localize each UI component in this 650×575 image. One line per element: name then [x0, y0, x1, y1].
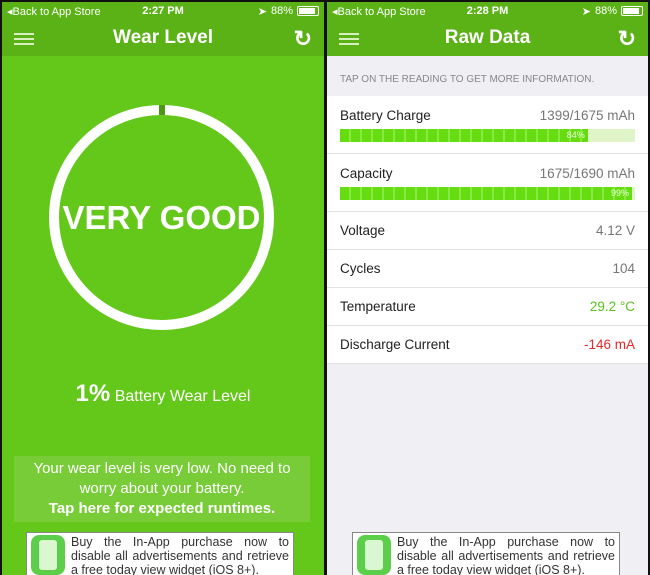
capacity-bar-fill: 99%: [340, 186, 633, 200]
readings-list: Battery Charge 1399/1675 mAh 84% Capacity…: [327, 96, 648, 364]
reading-row-discharge-current[interactable]: Discharge Current -146 mA: [327, 326, 648, 364]
status-bar: ◂Back to App Store 2:28 PM ➤ 88%: [327, 2, 648, 20]
hint-text: TAP ON THE READING TO GET MORE INFORMATI…: [340, 74, 595, 85]
list-icon[interactable]: [339, 30, 359, 46]
row-label: Temperature: [340, 299, 416, 314]
status-bar: ◂Back to App Store 2:27 PM ➤ 88%: [2, 2, 324, 20]
row-label: Voltage: [340, 223, 386, 238]
wear-label: Battery Wear Level: [114, 388, 251, 405]
ad-text: Buy the In-App purchase now to disable a…: [71, 535, 289, 575]
battery-icon: [297, 6, 319, 16]
app-icon: [31, 535, 65, 575]
message-text: Your wear level is very low. No need to …: [33, 460, 291, 497]
row-label: Discharge Current: [340, 337, 450, 352]
row-value: -146 mA: [583, 337, 635, 352]
charge-percent: 84%: [566, 129, 585, 140]
refresh-icon[interactable]: ↻: [293, 26, 312, 51]
gauge-label: VERY GOOD: [62, 198, 261, 236]
back-to-app-store[interactable]: ◂Back to App Store: [7, 5, 101, 18]
clock: 2:27 PM: [142, 5, 184, 17]
raw-data-screen: ◂Back to App Store 2:28 PM ➤ 88% Raw Data…: [327, 2, 648, 575]
charge-bar-fill: 84%: [340, 128, 588, 142]
row-label: Capacity: [340, 165, 393, 181]
wear-message[interactable]: Your wear level is very low. No need to …: [14, 456, 310, 522]
capacity-bar: 99%: [340, 186, 635, 200]
row-label: Battery Charge: [340, 107, 431, 123]
app-icon: [357, 535, 391, 575]
back-to-app-store[interactable]: ◂Back to App Store: [332, 5, 426, 18]
location-icon: ➤: [257, 5, 267, 18]
reading-row-cycles[interactable]: Cycles 104: [327, 250, 648, 288]
ad-banner[interactable]: Buy the In-App purchase now to disable a…: [352, 532, 620, 575]
capacity-percent: 99%: [611, 187, 630, 198]
clock: 2:28 PM: [466, 5, 509, 17]
reading-row-temperature[interactable]: Temperature 29.2 °C: [327, 288, 648, 326]
row-value: 4.12 V: [595, 223, 635, 238]
row-label: Cycles: [340, 261, 381, 276]
wear-level-readout: 1% Battery Wear Level: [2, 380, 324, 408]
reading-row-voltage[interactable]: Voltage 4.12 V: [327, 212, 648, 250]
row-value: 1675/1690 mAh: [539, 165, 635, 181]
runtimes-link[interactable]: Tap here for expected runtimes.: [48, 500, 276, 517]
ad-banner[interactable]: Buy the In-App purchase now to disable a…: [26, 532, 294, 575]
battery-percent: 88%: [270, 5, 293, 17]
wear-gauge: VERY GOOD: [49, 105, 274, 330]
row-value: 29.2 °C: [589, 299, 635, 314]
refresh-icon[interactable]: ↻: [617, 26, 636, 51]
list-icon[interactable]: [14, 30, 34, 46]
charge-bar: 84%: [340, 128, 635, 142]
page-title: Raw Data: [444, 27, 531, 48]
battery-percent: 88%: [594, 5, 617, 17]
row-value: 104: [612, 261, 635, 276]
location-icon: ➤: [581, 5, 591, 18]
battery-icon: [621, 6, 643, 16]
row-value: 1399/1675 mAh: [539, 107, 635, 123]
gauge-marker: [158, 105, 165, 115]
battery-charge-row[interactable]: Battery Charge 1399/1675 mAh 84%: [327, 96, 648, 154]
nav-bar: Raw Data ↻: [327, 20, 648, 56]
ad-text: Buy the In-App purchase now to disable a…: [397, 535, 615, 575]
nav-bar: Wear Level ↻: [2, 20, 324, 56]
wear-value: 1%: [75, 380, 111, 407]
capacity-row[interactable]: Capacity 1675/1690 mAh 99%: [327, 154, 648, 212]
page-title: Wear Level: [113, 27, 213, 48]
wear-level-screen: ◂Back to App Store 2:27 PM ➤ 88% Wear Lev…: [2, 2, 324, 575]
